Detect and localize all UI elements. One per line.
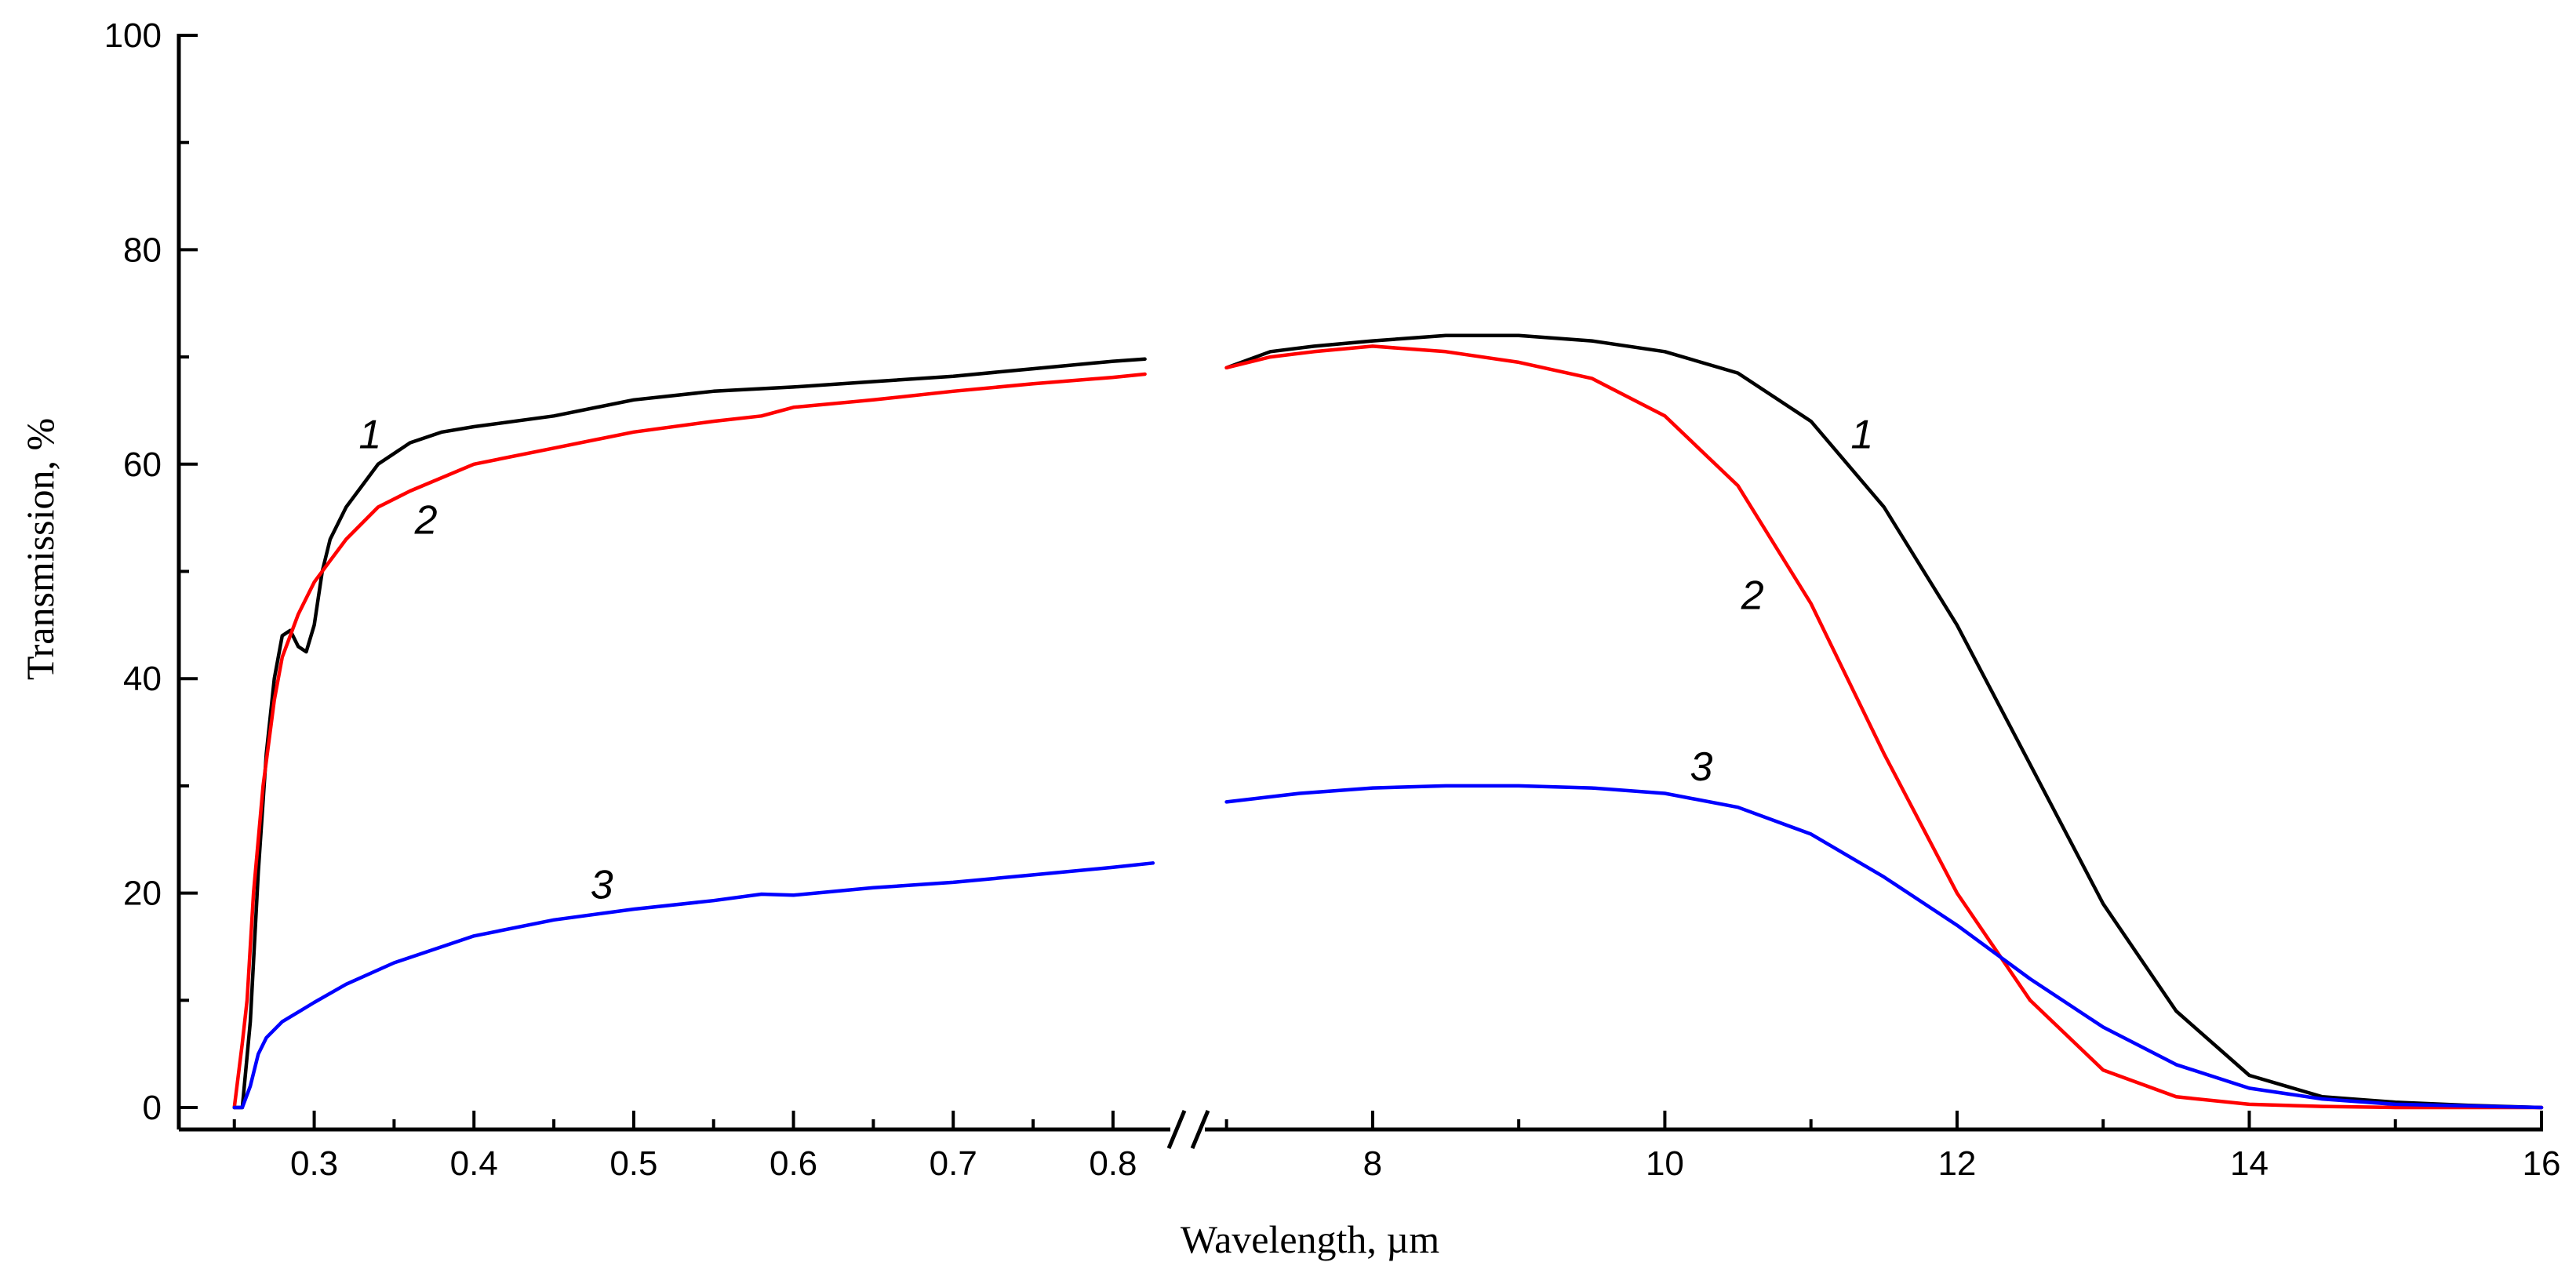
curve-label-3: 3 — [591, 862, 613, 908]
y-tick-label: 60 — [123, 446, 162, 484]
plot-area — [232, 333, 2544, 1110]
y-tick-label: 20 — [123, 875, 162, 913]
x-tick-label: 0.5 — [609, 1144, 657, 1183]
x-tick-label: 0.7 — [930, 1144, 977, 1183]
axis-break-mark — [1190, 1110, 1210, 1149]
x-tick-label: 14 — [2230, 1144, 2269, 1183]
curve-label-2: 2 — [414, 498, 438, 544]
x-tick-label: 16 — [2523, 1144, 2561, 1183]
series-2-line — [232, 372, 1147, 1110]
y-axis-title: Transmission, % — [18, 418, 62, 680]
series-3-line — [232, 861, 1155, 1110]
x-tick-label: 8 — [1363, 1144, 1382, 1183]
x-tick-label: 0.8 — [1089, 1144, 1137, 1183]
axis-break-mark — [1166, 1110, 1187, 1149]
series-1-line — [1224, 333, 2544, 1110]
y-tick-label: 80 — [123, 231, 162, 269]
series-1-line — [232, 357, 1147, 1110]
x-tick-label: 0.3 — [290, 1144, 338, 1183]
curve-label-1: 1 — [1850, 412, 1873, 457]
x-tick-label: 12 — [1937, 1144, 1976, 1183]
y-tick-label: 100 — [104, 16, 162, 55]
curve-label-3: 3 — [1690, 744, 1713, 790]
x-axis-title: Wavelength, µm — [1181, 1217, 1439, 1261]
curve-label-2: 2 — [1741, 573, 1764, 618]
x-tick-label: 0.6 — [770, 1144, 817, 1183]
series-2-line — [1224, 344, 2544, 1110]
y-tick-label: 0 — [143, 1089, 162, 1127]
series-3-line — [1224, 784, 2544, 1110]
x-tick-label: 10 — [1646, 1144, 1684, 1183]
x-tick-label: 0.4 — [450, 1144, 498, 1183]
y-tick-label: 40 — [123, 660, 162, 698]
y-axis-title-group: Transmission, % — [18, 418, 62, 680]
curve-label-1: 1 — [358, 412, 381, 457]
